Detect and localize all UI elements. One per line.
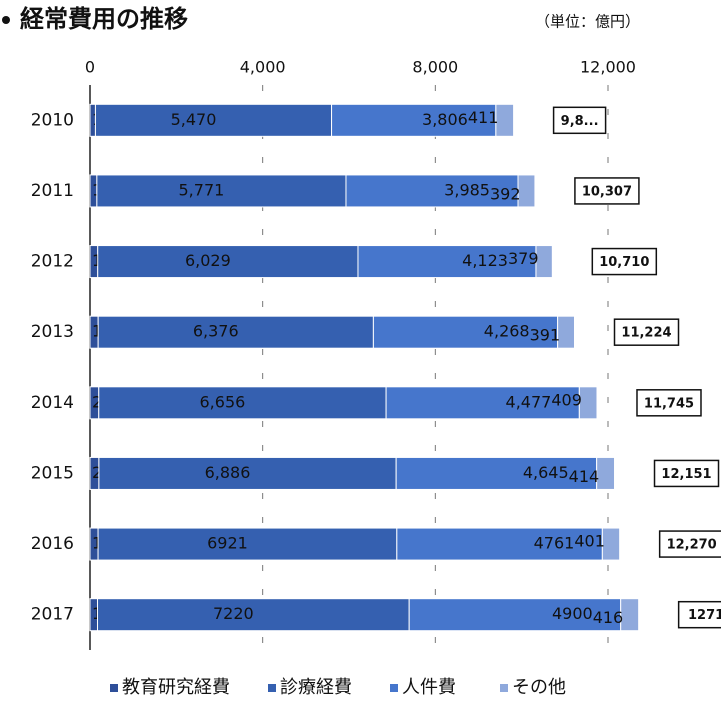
bar-segment bbox=[97, 527, 398, 561]
total-label: 9,8... bbox=[561, 114, 599, 129]
data-label: 3,985 bbox=[444, 180, 490, 199]
bar-segment bbox=[517, 174, 536, 208]
bar-segment bbox=[357, 245, 537, 279]
y-tick-label: 2012 bbox=[31, 252, 74, 272]
unit-label: （単位：億円） bbox=[535, 13, 640, 31]
data-label: 392 bbox=[490, 184, 521, 203]
bar-segment bbox=[385, 386, 580, 420]
total-box bbox=[653, 459, 720, 488]
data-label: 391 bbox=[530, 326, 561, 345]
legend-swatch bbox=[110, 684, 118, 692]
data-label: 4900 bbox=[552, 604, 593, 623]
y-tick-label: 2015 bbox=[31, 463, 74, 483]
total-label: 12,151 bbox=[661, 467, 711, 482]
data-label: 6,886 bbox=[205, 463, 251, 482]
bar-segment bbox=[98, 456, 397, 490]
chart-title: 経常費用の推移 bbox=[20, 5, 188, 33]
bar-segment bbox=[97, 245, 359, 279]
x-tick-label: 8,000 bbox=[412, 58, 458, 77]
total-label: 10,307 bbox=[582, 184, 632, 199]
x-tick-label: 12,000 bbox=[580, 58, 636, 77]
data-label: 414 bbox=[569, 467, 600, 486]
total-box bbox=[636, 389, 702, 417]
bar-segment bbox=[98, 386, 387, 420]
legend-swatch bbox=[500, 684, 508, 692]
bar-segment bbox=[557, 315, 576, 349]
bar-segment bbox=[97, 315, 374, 349]
total-box bbox=[574, 177, 640, 205]
total-box bbox=[552, 106, 607, 135]
y-tick-label: 2013 bbox=[31, 322, 74, 342]
data-label: 411 bbox=[468, 108, 499, 127]
y-tick-label: 2016 bbox=[31, 534, 74, 554]
y-tick-label: 2011 bbox=[31, 181, 74, 201]
data-label: 6,656 bbox=[200, 392, 246, 411]
bar-segment bbox=[601, 527, 621, 561]
title-bullet bbox=[2, 16, 10, 24]
data-label: 416 bbox=[593, 608, 624, 627]
total-box bbox=[658, 530, 721, 558]
data-label: 6921 bbox=[207, 534, 248, 553]
y-tick-label: 2014 bbox=[31, 393, 74, 413]
bar-segment bbox=[396, 527, 603, 561]
total-box bbox=[591, 247, 658, 276]
total-label: 12,270 bbox=[667, 538, 717, 553]
x-tick-label: 0 bbox=[85, 58, 95, 77]
total-box bbox=[613, 318, 680, 346]
data-label: 4,477 bbox=[506, 392, 552, 411]
bar-segment bbox=[495, 103, 515, 137]
y-tick-label: 2017 bbox=[31, 605, 74, 625]
y-tick-label: 2010 bbox=[31, 110, 74, 130]
bar-segment bbox=[96, 174, 347, 208]
bar-segment bbox=[620, 598, 640, 632]
total-label: 11,745 bbox=[644, 396, 694, 411]
data-label: 4,268 bbox=[484, 322, 530, 341]
data-label: 5,771 bbox=[179, 180, 225, 199]
total-label: 11,224 bbox=[621, 326, 671, 341]
legend-label: その他 bbox=[512, 677, 566, 698]
total-box bbox=[677, 600, 721, 629]
bar-segment bbox=[94, 103, 333, 137]
bar-segment bbox=[395, 456, 598, 490]
bar-segment bbox=[345, 174, 519, 208]
data-label: 5,470 bbox=[171, 110, 217, 129]
bar-segment bbox=[596, 456, 616, 490]
data-label: 379 bbox=[508, 249, 539, 268]
legend-label: 教育研究経費 bbox=[122, 677, 230, 698]
data-label: 7220 bbox=[213, 604, 254, 623]
bar-segment bbox=[535, 245, 553, 279]
bar-segment bbox=[578, 386, 598, 420]
data-label: 6,029 bbox=[185, 251, 231, 270]
total-label: 10,710 bbox=[599, 255, 649, 270]
data-label: 401 bbox=[574, 532, 605, 551]
legend-swatch bbox=[268, 684, 276, 692]
legend-swatch bbox=[390, 684, 398, 692]
data-label: 4,123 bbox=[462, 251, 508, 270]
data-label: 4761 bbox=[534, 534, 575, 553]
total-label: 12710 bbox=[688, 608, 721, 623]
bar-segment bbox=[331, 103, 497, 137]
data-label: 409 bbox=[551, 390, 582, 409]
bar-segment bbox=[408, 598, 622, 632]
data-label: 4,645 bbox=[523, 463, 569, 482]
legend-label: 診療経費 bbox=[280, 677, 352, 698]
x-tick-label: 4,000 bbox=[240, 58, 286, 77]
data-label: 3,806 bbox=[422, 110, 468, 129]
data-label: 6,376 bbox=[193, 322, 239, 341]
legend-label: 人件費 bbox=[402, 677, 456, 698]
